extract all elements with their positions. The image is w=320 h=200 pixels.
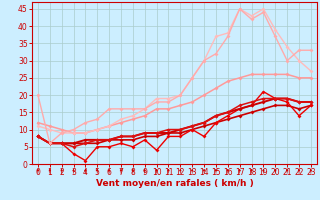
X-axis label: Vent moyen/en rafales ( km/h ): Vent moyen/en rafales ( km/h ) <box>96 179 253 188</box>
